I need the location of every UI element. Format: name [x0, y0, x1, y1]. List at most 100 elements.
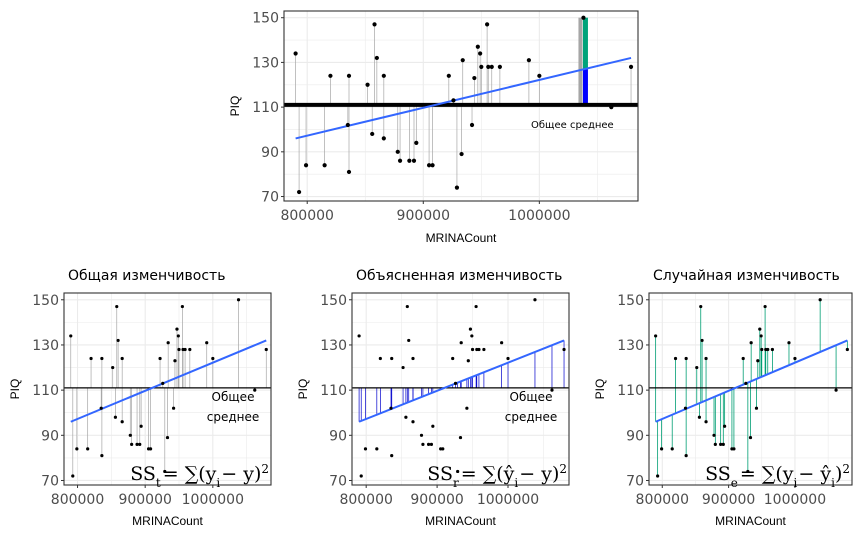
data-point	[71, 474, 75, 478]
data-point	[656, 474, 660, 478]
data-point	[390, 454, 394, 458]
data-point	[670, 447, 674, 451]
formula-part: = ∑(y	[163, 463, 217, 485]
formula-part: 2	[559, 462, 567, 476]
data-point	[834, 388, 838, 392]
y-tick-label: 90	[626, 428, 644, 444]
data-point	[441, 447, 445, 451]
data-point	[401, 365, 405, 370]
data-point	[293, 51, 298, 56]
data-point	[158, 356, 162, 361]
data-point	[684, 454, 688, 458]
y-axis-label: PIQ	[593, 379, 607, 400]
data-point	[697, 415, 702, 419]
data-point	[459, 151, 464, 157]
data-point	[405, 304, 409, 309]
mean-annotation-line2: среднее	[505, 410, 558, 424]
data-point	[253, 388, 257, 392]
x-tick-label: 800000	[51, 492, 104, 508]
data-point	[749, 341, 753, 345]
data-point	[128, 433, 132, 437]
data-point	[770, 347, 774, 352]
data-point	[296, 189, 302, 195]
y-axis-label: PIQ	[8, 379, 22, 400]
data-point	[759, 334, 763, 338]
data-point	[500, 341, 504, 345]
y-tick-label: 130	[252, 55, 279, 71]
data-point	[404, 415, 408, 419]
data-point	[69, 334, 73, 338]
data-point	[446, 73, 451, 78]
data-point	[345, 122, 350, 128]
data-point	[421, 442, 425, 446]
data-point	[628, 64, 634, 69]
data-point	[485, 22, 490, 27]
formula-part: r	[453, 476, 459, 490]
data-point	[451, 98, 456, 103]
data-point	[411, 420, 415, 424]
data-point	[683, 406, 688, 410]
y-tick-label: 110	[252, 100, 279, 116]
data-point	[397, 158, 403, 163]
data-point	[130, 442, 134, 446]
data-point	[723, 424, 727, 428]
data-point	[845, 347, 849, 352]
formula-part: i	[514, 476, 518, 490]
data-point	[100, 454, 104, 458]
data-point	[407, 338, 411, 343]
data-point	[550, 388, 554, 392]
x-tick-label: 800000	[339, 492, 392, 508]
regression-line	[295, 56, 632, 140]
formula-part: − y)	[221, 463, 261, 485]
data-point	[163, 469, 167, 474]
data-point	[173, 359, 177, 363]
data-point	[111, 365, 115, 370]
y-tick-label: 110	[617, 383, 644, 399]
data-point	[489, 64, 494, 69]
data-point	[451, 356, 455, 361]
data-point	[506, 356, 510, 361]
data-point	[165, 435, 170, 440]
x-tick-label: 900000	[397, 208, 450, 224]
data-point	[176, 334, 180, 338]
y-tick-label: 70	[626, 473, 644, 489]
data-point	[346, 73, 352, 78]
data-point	[533, 298, 537, 302]
y-axis-label: PIQ	[296, 379, 310, 400]
panel-1: 70 90 110 130 150 800000 900000 1000000 MRINACou…	[8, 268, 272, 528]
data-point	[713, 442, 717, 446]
formula-part: )	[835, 463, 842, 485]
data-point	[86, 447, 90, 451]
formula-part: 2	[842, 462, 850, 476]
data-layer	[64, 298, 271, 478]
ss-formula: SSr = ∑(ŷi− y)2	[427, 462, 567, 490]
data-point	[721, 442, 725, 446]
panel-2: 70 90 110 130 150 800000 900000 1000000 MRINACou…	[296, 268, 570, 528]
data-point	[180, 304, 184, 309]
data-point	[135, 442, 139, 446]
formula-part: 2	[261, 462, 269, 476]
panel-title: Объясненная изменчивость	[356, 268, 562, 284]
data-point	[303, 163, 309, 168]
y-tick-label: 150	[32, 293, 59, 309]
data-point	[756, 359, 760, 363]
data-point	[712, 433, 716, 437]
data-point	[704, 420, 708, 424]
panel-0: 70 90 110 130 150 800000 900000 1000000 MRINACou…	[228, 10, 639, 245]
explained-bar	[582, 69, 588, 105]
data-point	[741, 356, 745, 361]
data-point	[116, 338, 120, 343]
x-axis-label: MRINACount	[132, 514, 203, 528]
data-point	[363, 447, 368, 451]
x-axis-label: MRINACount	[426, 231, 497, 245]
formula-part: i	[216, 476, 220, 490]
data-layer	[352, 298, 569, 478]
data-point	[470, 347, 475, 352]
data-point	[787, 341, 791, 345]
grid	[64, 293, 271, 485]
formula-part: t	[156, 476, 161, 490]
regression-line	[655, 339, 848, 423]
data-point	[454, 185, 460, 190]
total-deviation-bar	[578, 17, 583, 105]
data-point	[673, 356, 678, 361]
